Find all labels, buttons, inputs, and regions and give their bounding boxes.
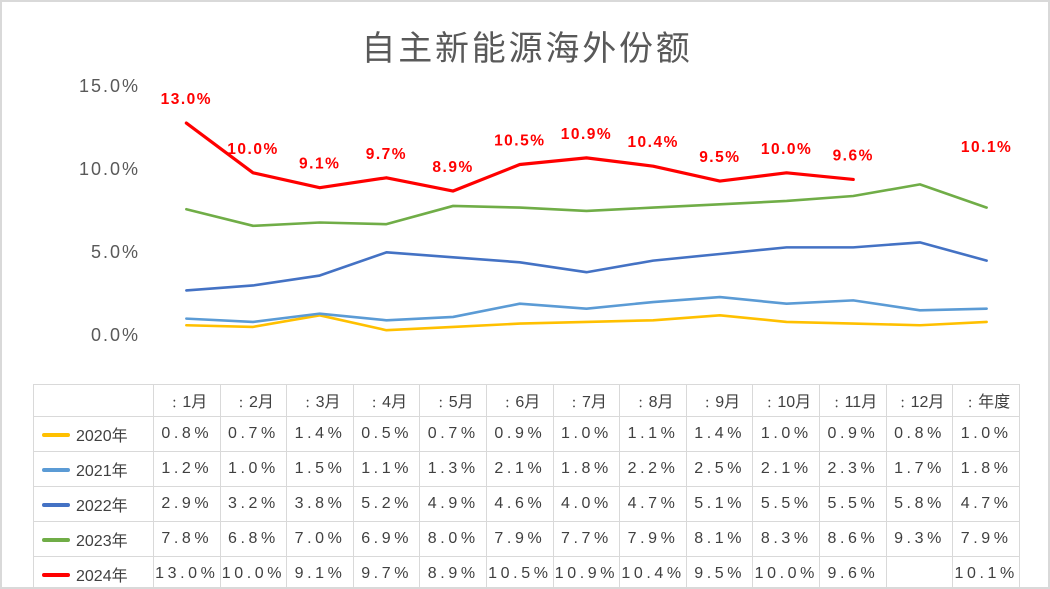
svg-text:13.0%: 13.0%	[161, 91, 212, 108]
svg-text:10.9%: 10.9%	[561, 126, 612, 143]
svg-text:8.9%: 8.9%	[432, 159, 473, 176]
svg-text:9.6%: 9.6%	[833, 147, 874, 164]
svg-text:10.5%: 10.5%	[494, 133, 545, 150]
svg-text:9.5%: 9.5%	[699, 149, 740, 166]
svg-text:10.1%: 10.1%	[961, 139, 1012, 156]
svg-text:9.7%: 9.7%	[366, 146, 407, 163]
svg-text:10.4%: 10.4%	[627, 134, 678, 151]
svg-text:10.0%: 10.0%	[227, 141, 278, 158]
svg-text:10.0%: 10.0%	[761, 141, 812, 158]
svg-text:9.1%: 9.1%	[299, 156, 340, 173]
